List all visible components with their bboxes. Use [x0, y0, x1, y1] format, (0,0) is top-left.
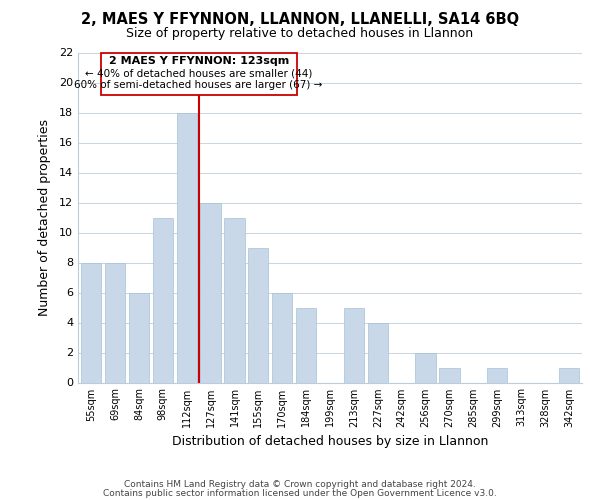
X-axis label: Distribution of detached houses by size in Llannon: Distribution of detached houses by size …: [172, 435, 488, 448]
Text: ← 40% of detached houses are smaller (44): ← 40% of detached houses are smaller (44…: [85, 68, 313, 78]
Bar: [439, 368, 460, 382]
Text: 60% of semi-detached houses are larger (67) →: 60% of semi-detached houses are larger (…: [74, 80, 323, 90]
Text: 2 MAES Y FFYNNON: 123sqm: 2 MAES Y FFYNNON: 123sqm: [109, 56, 289, 66]
Bar: [224, 218, 245, 382]
Bar: [487, 368, 508, 382]
Bar: [415, 352, 436, 382]
Bar: [344, 308, 364, 382]
Text: Contains HM Land Registry data © Crown copyright and database right 2024.: Contains HM Land Registry data © Crown c…: [124, 480, 476, 489]
Text: 2, MAES Y FFYNNON, LLANNON, LLANELLI, SA14 6BQ: 2, MAES Y FFYNNON, LLANNON, LLANELLI, SA…: [81, 12, 519, 28]
Bar: [559, 368, 579, 382]
Text: Size of property relative to detached houses in Llannon: Size of property relative to detached ho…: [127, 28, 473, 40]
Bar: [248, 248, 268, 382]
Bar: [129, 292, 149, 382]
Bar: [152, 218, 173, 382]
Bar: [272, 292, 292, 382]
Bar: [296, 308, 316, 382]
Y-axis label: Number of detached properties: Number of detached properties: [38, 119, 50, 316]
Bar: [105, 262, 125, 382]
Bar: [176, 112, 197, 382]
Text: Contains public sector information licensed under the Open Government Licence v3: Contains public sector information licen…: [103, 489, 497, 498]
Bar: [368, 322, 388, 382]
Bar: [200, 202, 221, 382]
Bar: [81, 262, 101, 382]
FancyBboxPatch shape: [101, 52, 296, 94]
